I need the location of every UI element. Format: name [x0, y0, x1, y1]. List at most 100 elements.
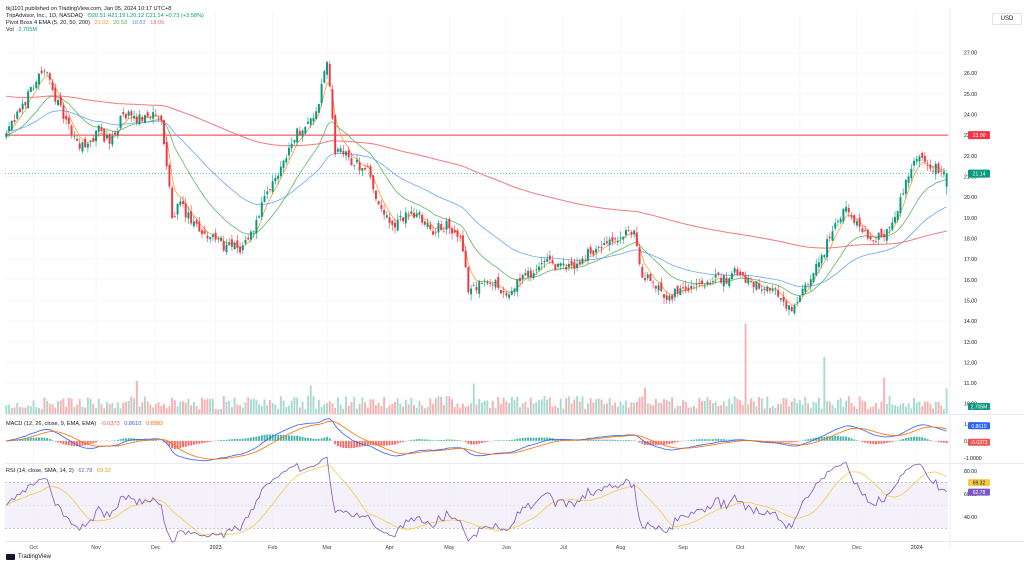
time-axis-label: Dec: [852, 545, 862, 551]
candle-body: [902, 193, 905, 195]
volume-bar: [790, 401, 793, 414]
candle-body: [801, 288, 804, 296]
macd-hist-bar: [921, 437, 924, 441]
macd-hist-bar: [271, 434, 274, 441]
candle-body: [119, 115, 122, 128]
macd-hist-bar: [445, 439, 448, 441]
macd-legend[interactable]: MACD (12, 26, close, 9, EMA, EMA) -0.037…: [6, 421, 166, 427]
volume-bar: [725, 406, 728, 414]
candle-body: [377, 201, 380, 205]
candle-body: [285, 158, 288, 163]
volume-bar: [565, 398, 568, 414]
candle-body: [649, 274, 652, 281]
macd-hist-bar: [864, 440, 867, 443]
volume-bar: [116, 402, 119, 414]
macd-hist-bar: [608, 439, 611, 441]
macd-hist-bar: [885, 440, 888, 443]
macd-hist-bar: [505, 440, 508, 441]
volume-bar: [788, 406, 790, 414]
volume-bar: [95, 407, 97, 414]
macd-hist-bar: [413, 439, 415, 441]
candle-body: [388, 217, 391, 224]
volume-bar: [875, 403, 877, 414]
macd-hist-bar: [258, 436, 261, 441]
macd-hist-bar: [388, 440, 391, 446]
volume-legend[interactable]: Vol 2.705M: [6, 27, 40, 34]
macd-hist-bar: [437, 439, 440, 441]
volume-bar: [290, 400, 293, 414]
volume-bar: [206, 398, 209, 414]
macd-hist-bar: [782, 440, 785, 443]
volume-bar: [603, 403, 606, 414]
volume-bar: [747, 404, 750, 414]
candle-body: [741, 272, 744, 275]
volume-bar: [423, 408, 426, 414]
volume-bar: [385, 408, 388, 414]
volume-bar: [926, 401, 929, 414]
candle-body: [687, 287, 690, 291]
volume-bar: [241, 407, 244, 414]
candle-body: [641, 266, 644, 278]
candle-body: [703, 286, 706, 288]
candle-body: [766, 286, 769, 292]
macd-hist-bar: [168, 440, 171, 446]
volume-bar: [899, 404, 902, 414]
candle-body: [173, 215, 176, 217]
volume-bar: [377, 402, 380, 414]
macd-hist-bar: [790, 440, 793, 443]
symbol-name[interactable]: TripAdvisor, Inc., 1D, NASDAQ: [6, 13, 83, 19]
candle-body: [861, 228, 864, 232]
volume-bar: [418, 400, 421, 414]
macd-hist-bar: [152, 439, 155, 441]
rsi-legend[interactable]: RSI (14, close, SMA, 14, 2) 62.78 69.32: [6, 468, 114, 474]
volume-bar: [665, 400, 668, 414]
tradingview-logo[interactable]: TradingView: [6, 554, 51, 560]
macd-hist-bar: [18, 439, 21, 441]
volume-bar: [505, 401, 508, 414]
macd-hist-bar: [38, 437, 40, 441]
macd-hist-bar: [201, 440, 203, 444]
candle-body: [725, 277, 728, 284]
macd-hist-bar: [62, 440, 65, 445]
candle-body: [46, 71, 49, 73]
volume-bar: [198, 409, 201, 414]
macd-hist-bar: [692, 439, 695, 441]
macd-hist-bar: [616, 440, 619, 441]
macd-hist-bar: [638, 440, 641, 443]
rsi-ma-tag-label: 69.32: [973, 481, 986, 487]
volume-bar: [752, 401, 755, 414]
volume-bar: [698, 397, 701, 414]
volume-bar: [690, 407, 693, 414]
volume-bar: [687, 407, 690, 414]
volume-bar: [760, 398, 763, 414]
volume-bar: [589, 398, 592, 414]
currency-button[interactable]: USD: [992, 13, 1022, 25]
macd-hist-bar: [347, 440, 350, 449]
volume-bar: [491, 401, 494, 414]
candle-body: [551, 260, 554, 264]
candle-body: [48, 73, 51, 80]
volume-bar: [777, 404, 780, 414]
candle-body: [32, 88, 35, 90]
macd-hist-bar: [731, 439, 733, 441]
candle-body: [701, 280, 704, 284]
candle-body: [225, 244, 228, 253]
macd-signal-line: [6, 420, 947, 460]
candle-body: [369, 166, 372, 177]
candle-body: [736, 269, 739, 275]
volume-bar: [97, 398, 100, 414]
candle-body: [434, 231, 437, 233]
candle-body: [35, 81, 38, 88]
volume-bar: [239, 405, 242, 414]
macd-hist-bar: [877, 440, 880, 444]
candle-body: [883, 234, 886, 238]
candle-body: [828, 236, 831, 239]
candle-body: [809, 279, 812, 287]
ema200-value: 18.05: [150, 20, 165, 26]
volume-bar: [48, 403, 51, 414]
volume-bar: [86, 397, 89, 414]
candle-body: [312, 118, 315, 122]
macd-hist-bar: [695, 439, 698, 441]
ema-legend[interactable]: Pivot Boss 4 EMA (5, 20, 50, 200) 21.02 …: [6, 20, 167, 27]
